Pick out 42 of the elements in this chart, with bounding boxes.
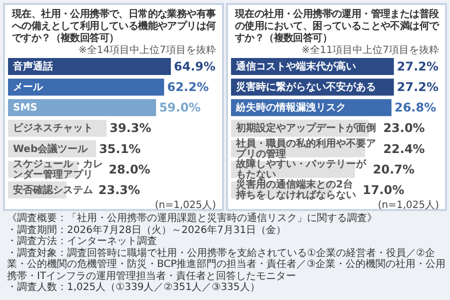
y-tick-label: 災害時に繋がらない不安がある	[235, 80, 376, 93]
chart-title: 現在の社用・公用携帯の運用・管理または普段の使用において、困っていることや不満は何ですか？（複数回答可）	[234, 9, 440, 44]
bar	[8, 78, 164, 96]
text: ・調査期間：2026年7月28日（火）～2026年7月31日（金）	[7, 224, 288, 236]
annotation: (n=1,025人)	[376, 200, 440, 211]
y-tick-label: 紛失時の情報漏洩リスク	[235, 101, 346, 114]
text: ・調査対象：調査回答時に職場で社用・公用携帯を支給されている①企業の経営者・役員／②企業・公的機関の危機管理・防災・BCP推進部門の担当者・責任者／③企業・公的機関の社用・公用携帯・ITインフラの運用管理担当者・責任者と回答したモニター	[7, 248, 447, 282]
data-label: 64.9%	[174, 60, 216, 74]
text: ・調査方法：インターネット調査	[7, 236, 157, 248]
data-label: 39.3%	[110, 121, 152, 136]
y-tick-label: 災害用の通信端末との2台持ちをしなければならない	[235, 178, 356, 201]
annotation: (n=1,025人)	[154, 200, 217, 211]
data-label: 35.1%	[99, 142, 141, 156]
data-label: 23.3%	[98, 182, 140, 197]
data-label: 26.8%	[394, 100, 436, 115]
text: 《調査概要：「社用・公用携帯の運用課題と災害時の通信リスク」に関する調査》	[7, 213, 378, 224]
bar	[8, 58, 171, 75]
text: ・調査人数：1,025人（①339人／②351人／③335人）	[7, 282, 261, 294]
data-label: 17.0%	[362, 182, 404, 197]
data-label: 59.0%	[159, 100, 201, 115]
y-tick-label: 安否確認システム	[13, 183, 93, 196]
y-tick-label: メール	[13, 82, 44, 93]
data-label: 28.0%	[108, 162, 150, 176]
chart-title: 現在、社用・公用携帯で、日常的な業務や有事への備えとして利用している機能やアプリは何ですか？（複数回答可）	[10, 9, 217, 44]
y-tick-label: Web会議ツール	[13, 142, 89, 154]
data-label: 27.2%	[396, 80, 439, 94]
data-label: 62.2%	[167, 80, 209, 94]
y-tick-label: スケジュール・カレンダー管理アプリ	[13, 158, 103, 180]
y-tick-label: 音声通話	[12, 60, 53, 72]
y-tick-label: SMS	[13, 102, 38, 114]
data-label: 23.0%	[383, 121, 425, 136]
chart-subtitle: ※全11項目中上位7項目を抜粋	[300, 45, 440, 56]
y-tick-label: ビジネスチャット	[13, 122, 93, 134]
y-tick-label: 故障しやすい・バッテリーがもたない	[235, 158, 367, 180]
y-tick-label: 通信コストや端末代が高い	[235, 60, 356, 72]
data-label: 20.7%	[372, 162, 415, 176]
y-tick-label: 社員・職員の私的利用や不要アプリの管理	[235, 137, 376, 160]
chart-subtitle: ※全14項目中上位7項目を抜粋	[78, 45, 217, 56]
data-label: 22.4%	[383, 142, 425, 156]
data-label: 27.2%	[396, 60, 439, 74]
bar	[8, 99, 156, 116]
y-tick-label: 初期設定やアップデートが面倒	[235, 122, 376, 134]
